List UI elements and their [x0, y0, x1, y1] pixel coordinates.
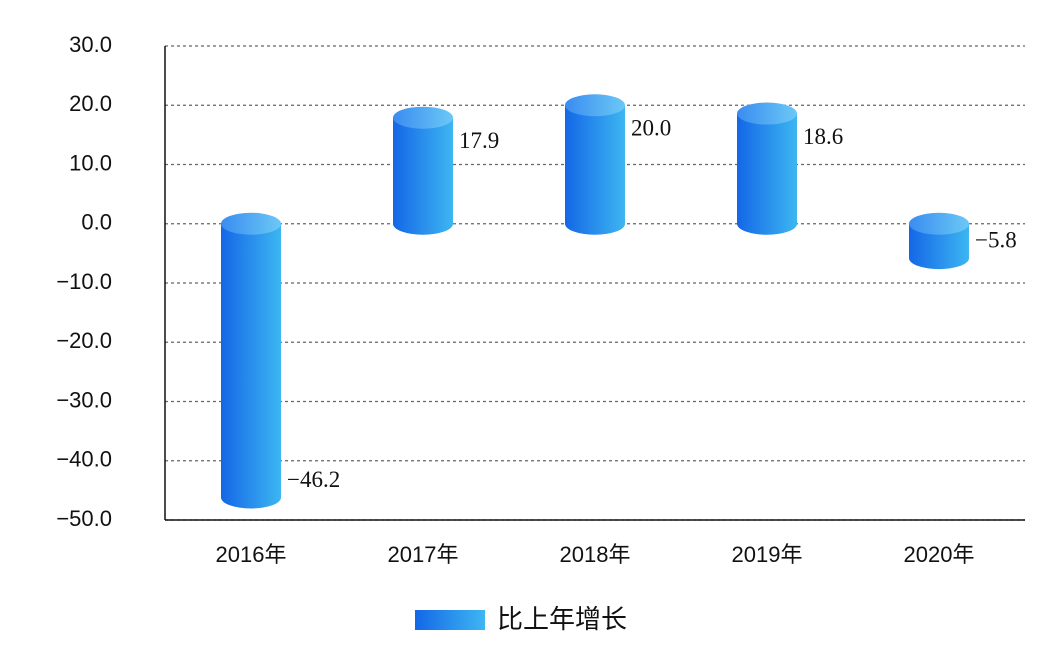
bar: [737, 102, 797, 235]
bar-top: [909, 212, 969, 235]
bar: [393, 106, 453, 235]
legend-swatch: [415, 610, 485, 630]
y-tick-label: −40.0: [56, 447, 112, 472]
value-label: 17.9: [459, 128, 499, 153]
x-tick-label: 2018年: [560, 542, 631, 567]
x-tick-label: 2019年: [732, 542, 803, 567]
bar-body: [737, 113, 797, 224]
bar-body: [393, 117, 453, 224]
bar-bottom: [221, 486, 281, 509]
bar-body: [565, 105, 625, 224]
bar-bottom: [909, 247, 969, 270]
bar-bottom: [737, 212, 797, 235]
x-tick-label: 2020年: [904, 542, 975, 567]
bar: [909, 212, 969, 270]
y-tick-label: −20.0: [56, 328, 112, 353]
value-label: −5.8: [975, 227, 1017, 252]
bar: [565, 94, 625, 235]
bar-bottom: [565, 212, 625, 235]
bar: [221, 212, 281, 509]
value-label: 20.0: [631, 116, 671, 141]
value-label: 18.6: [803, 124, 843, 149]
bar-bottom: [393, 212, 453, 235]
y-tick-label: −10.0: [56, 269, 112, 294]
bar-body: [221, 223, 281, 498]
bar-top: [221, 212, 281, 235]
bar-top: [565, 94, 625, 117]
y-tick-label: 30.0: [69, 32, 112, 57]
y-tick-label: −50.0: [56, 506, 112, 531]
y-tick-label: 0.0: [81, 210, 112, 235]
bar-top: [737, 102, 797, 125]
x-tick-label: 2016年: [216, 542, 287, 567]
bar-top: [393, 106, 453, 129]
x-tick-label: 2017年: [388, 542, 459, 567]
y-tick-label: 10.0: [69, 150, 112, 175]
y-tick-label: −30.0: [56, 387, 112, 412]
y-tick-label: 20.0: [69, 91, 112, 116]
value-label: −46.2: [287, 467, 340, 492]
legend-label: 比上年增长: [497, 604, 627, 634]
